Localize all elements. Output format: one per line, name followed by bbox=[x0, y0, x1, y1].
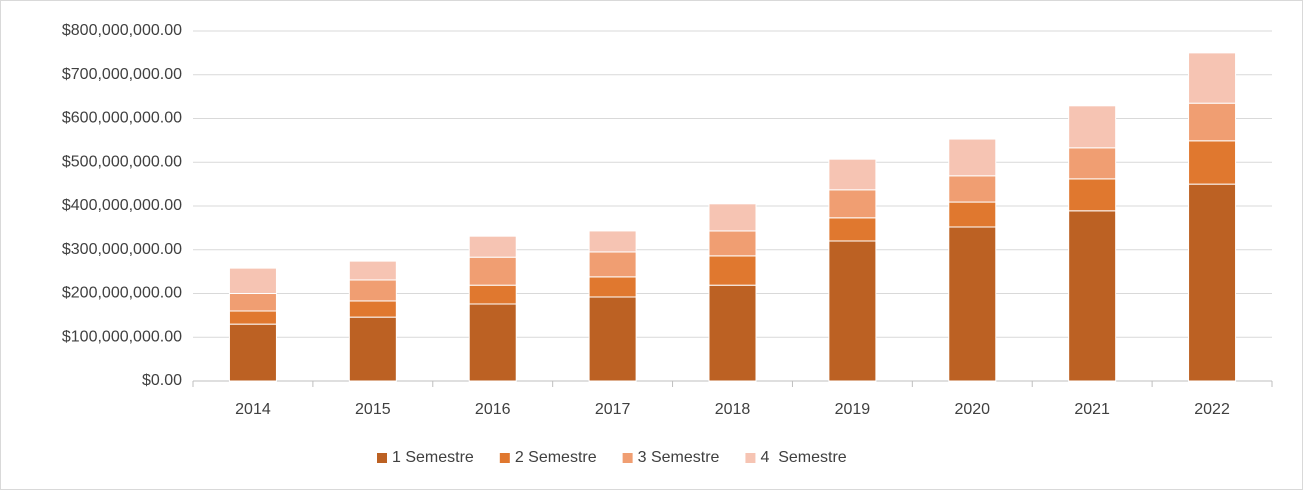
legend-swatch bbox=[499, 453, 510, 463]
bar-segment bbox=[828, 240, 877, 382]
y-tick-label: $0.00 bbox=[142, 372, 182, 389]
x-tick-label: 2015 bbox=[355, 401, 391, 418]
y-tick-label: $700,000,000.00 bbox=[62, 66, 182, 83]
bar-segment bbox=[1188, 102, 1237, 142]
bar-segment bbox=[348, 260, 397, 281]
y-tick-label: $200,000,000.00 bbox=[62, 285, 182, 302]
y-tick-label: $100,000,000.00 bbox=[62, 328, 182, 345]
legend-label: 2 Semestre bbox=[515, 449, 597, 466]
bar-segment bbox=[228, 323, 277, 382]
bar-segment bbox=[228, 293, 277, 312]
y-tick-label: $600,000,000.00 bbox=[62, 110, 182, 127]
bar-segment bbox=[948, 175, 997, 203]
y-tick-label: $300,000,000.00 bbox=[62, 241, 182, 258]
bar-segment bbox=[708, 203, 757, 232]
bar-segment bbox=[228, 310, 277, 325]
bar-segment bbox=[948, 226, 997, 382]
x-tick-label: 2017 bbox=[595, 401, 631, 418]
bar-segment bbox=[708, 255, 757, 286]
bar-segment bbox=[588, 251, 637, 278]
bar-segment bbox=[228, 267, 277, 294]
bar-segment bbox=[468, 235, 517, 258]
bar-segment bbox=[468, 284, 517, 305]
legend-label: 4 Semestre bbox=[760, 449, 846, 466]
bar-segment bbox=[1188, 52, 1237, 104]
y-tick-label: $800,000,000.00 bbox=[62, 22, 182, 39]
y-tick-label: $500,000,000.00 bbox=[62, 153, 182, 170]
bar-segment bbox=[948, 138, 997, 177]
bar-segment bbox=[348, 300, 397, 318]
x-tick-label: 2019 bbox=[835, 401, 871, 418]
legend-label: 1 Semestre bbox=[392, 449, 474, 466]
legend-swatch bbox=[377, 453, 387, 463]
bar-segment bbox=[1068, 178, 1117, 212]
bar-segment bbox=[1068, 147, 1117, 180]
x-tick-label: 2022 bbox=[1194, 401, 1230, 418]
bar-segment bbox=[588, 296, 637, 382]
bar-segment bbox=[348, 316, 397, 382]
x-tick-label: 2014 bbox=[235, 401, 271, 418]
x-tick-label: 2018 bbox=[715, 401, 751, 418]
bar-segment bbox=[828, 158, 877, 191]
x-tick-label: 2020 bbox=[954, 401, 990, 418]
bar-segment bbox=[1068, 105, 1117, 149]
bar-segment bbox=[828, 217, 877, 242]
bar-segment bbox=[468, 303, 517, 382]
legend-swatch bbox=[745, 453, 756, 463]
y-tick-label: $400,000,000.00 bbox=[62, 197, 182, 214]
legend-swatch bbox=[622, 453, 633, 463]
bar-segment bbox=[588, 276, 637, 298]
bar-segment bbox=[708, 284, 757, 382]
bar-segment bbox=[1188, 183, 1237, 382]
bar-segment bbox=[708, 230, 757, 257]
bar-segment bbox=[348, 279, 397, 302]
bar-segment bbox=[468, 256, 517, 286]
legend-label: 3 Semestre bbox=[638, 449, 720, 466]
x-tick-label: 2021 bbox=[1074, 401, 1110, 418]
bar-segment bbox=[1188, 140, 1237, 185]
bar-segment bbox=[1068, 210, 1117, 382]
x-tick-label: 2016 bbox=[475, 401, 511, 418]
bar-segment bbox=[588, 230, 637, 253]
bar-segment bbox=[948, 201, 997, 228]
bar-segment bbox=[828, 189, 877, 219]
